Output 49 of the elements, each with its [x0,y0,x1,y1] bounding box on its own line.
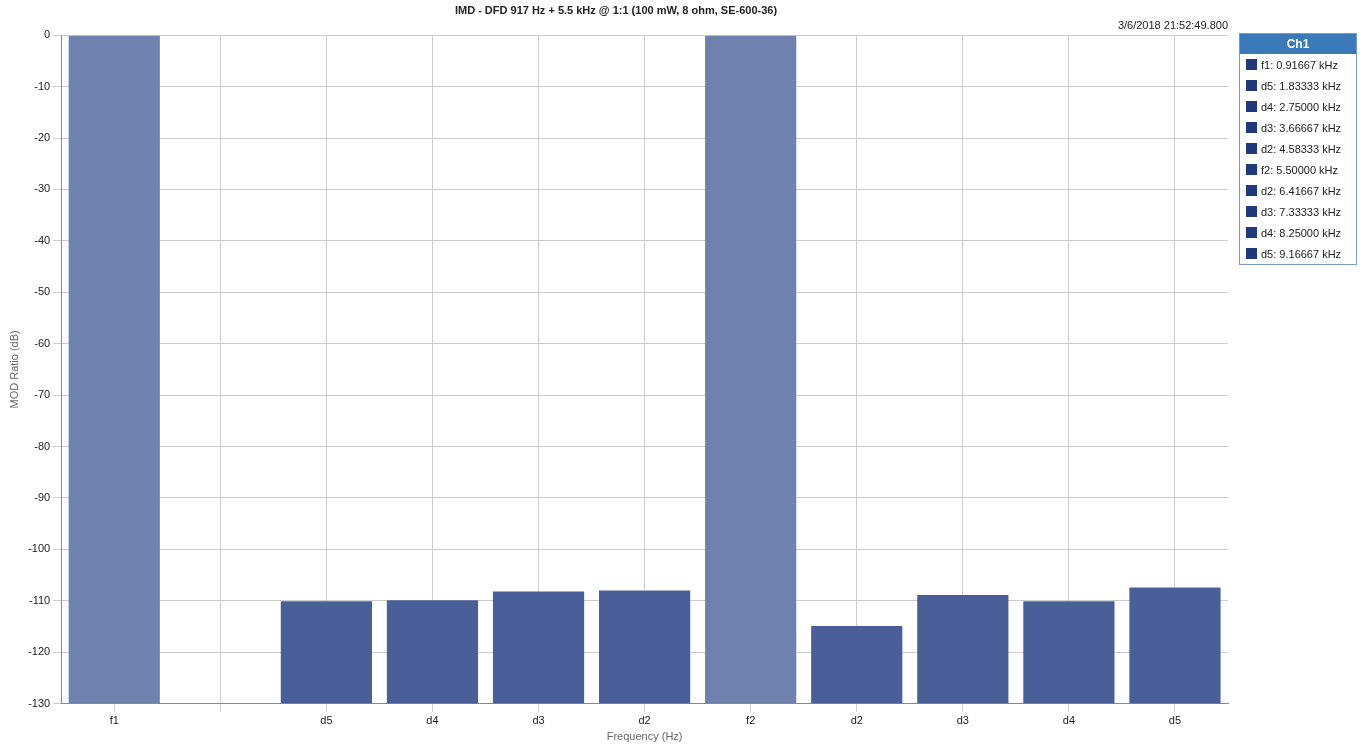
y-tick-label: -20 [34,131,51,144]
bar [811,625,903,704]
text: f1: 0.91667 kHz [1261,58,1339,71]
y-tick-label: -60 [34,336,51,349]
bar [386,600,479,704]
x-tick-label: d4 [1062,714,1076,727]
y-tick-label: -50 [34,285,51,298]
bar [599,590,691,704]
text: d5: 1.83333 kHz [1261,79,1342,92]
y-tick-label: -100 [28,542,51,555]
bar [705,35,797,704]
text: d3: 3.66667 kHz [1261,121,1342,134]
x-tick-label: d2 [850,714,863,727]
bar [917,595,1009,704]
bar [280,601,373,704]
y-tick-label: -40 [34,233,51,246]
y-tick-label: 0 [44,28,51,41]
y-tick-label: -90 [34,490,51,503]
x-tick-label: d4 [426,714,439,727]
bar [1023,601,1115,704]
text: 3/6/2018 21:52:49.800 [1117,18,1228,31]
y-tick-label: -130 [28,696,51,709]
text: d4: 2.75000 kHz [1261,100,1342,113]
chart-title: IMD - DFD 917 Hz + 5.5 kHz @ 1:1 (100 mW, 8 ohm, SE-600-36) [454,3,778,16]
bar [68,35,160,704]
text: Ch1 [1240,34,1356,54]
x-tick-label: f2 [746,714,756,727]
y-tick-label: -120 [28,645,51,658]
y-tick-label: -80 [34,439,51,452]
text: d3: 7.33333 kHz [1261,205,1342,218]
text: d5: 9.16667 kHz [1261,247,1342,260]
x-tick-label: d5 [320,714,333,727]
y-tick-label: -30 [34,182,51,195]
text: d2: 4.58333 kHz [1261,142,1342,155]
x-tick-label: d2 [638,714,651,727]
y-tick-label: -70 [34,388,51,401]
bar [492,591,585,704]
text: f2: 5.50000 kHz [1261,163,1339,176]
text: d2: 6.41667 kHz [1261,184,1342,197]
x-tick-label: d3 [956,714,969,727]
bar [1129,587,1221,704]
x-tick-label: d5 [1168,714,1182,727]
x-axis-title: Frequency (Hz) [606,730,683,743]
text: d4: 8.25000 kHz [1261,226,1342,239]
y-tick-label: -10 [34,79,51,92]
x-tick-label: d3 [532,714,545,727]
x-tick-label: f1 [109,714,119,727]
y-tick-label: -110 [29,593,51,606]
y-axis-title: MOD Ratio (dB) [7,330,20,409]
